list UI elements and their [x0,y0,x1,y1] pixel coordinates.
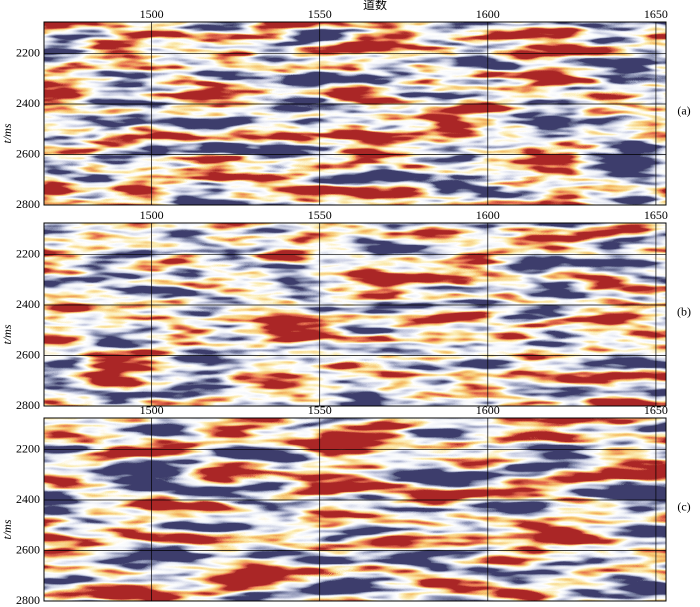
panel-label: (c) [677,499,690,513]
x-tick-label: 1500 [140,403,164,417]
y-tick-label: 2600 [16,542,40,556]
y-axis-label: t/ms [0,324,14,344]
x-axis-label: 道数 [363,0,387,12]
panel-frame [43,222,667,407]
y-tick-label: 2600 [16,347,40,361]
panel-label: (b) [677,304,691,318]
seismic-image [44,223,666,406]
panel-label: (a) [677,103,690,117]
y-tick-label: 2800 [16,593,40,607]
x-tick-label: 1600 [476,208,500,222]
y-tick-label: 2600 [16,146,40,160]
y-tick-label: 2800 [16,197,40,211]
y-tick-label: 2400 [16,492,40,506]
y-axis-label: t/ms [0,123,14,143]
x-tick-label: 1550 [308,7,332,21]
y-tick-label: 2400 [16,96,40,110]
x-tick-label: 1500 [140,208,164,222]
panel-frame [43,417,667,602]
seismic-image [44,22,666,205]
y-axis-label: t/ms [0,519,14,539]
panel-frame [43,21,667,206]
x-tick-label: 1600 [476,7,500,21]
y-tick-label: 2200 [16,246,40,260]
x-tick-label: 1550 [308,208,332,222]
x-tick-label: 1650 [644,208,668,222]
y-tick-label: 2200 [16,45,40,59]
x-tick-label: 1500 [140,7,164,21]
x-tick-label: 1600 [476,403,500,417]
y-tick-label: 2800 [16,398,40,412]
seismic-image [44,418,666,601]
y-tick-label: 2400 [16,297,40,311]
x-tick-label: 1550 [308,403,332,417]
x-tick-label: 1650 [644,7,668,21]
y-tick-label: 2200 [16,441,40,455]
x-tick-label: 1650 [644,403,668,417]
